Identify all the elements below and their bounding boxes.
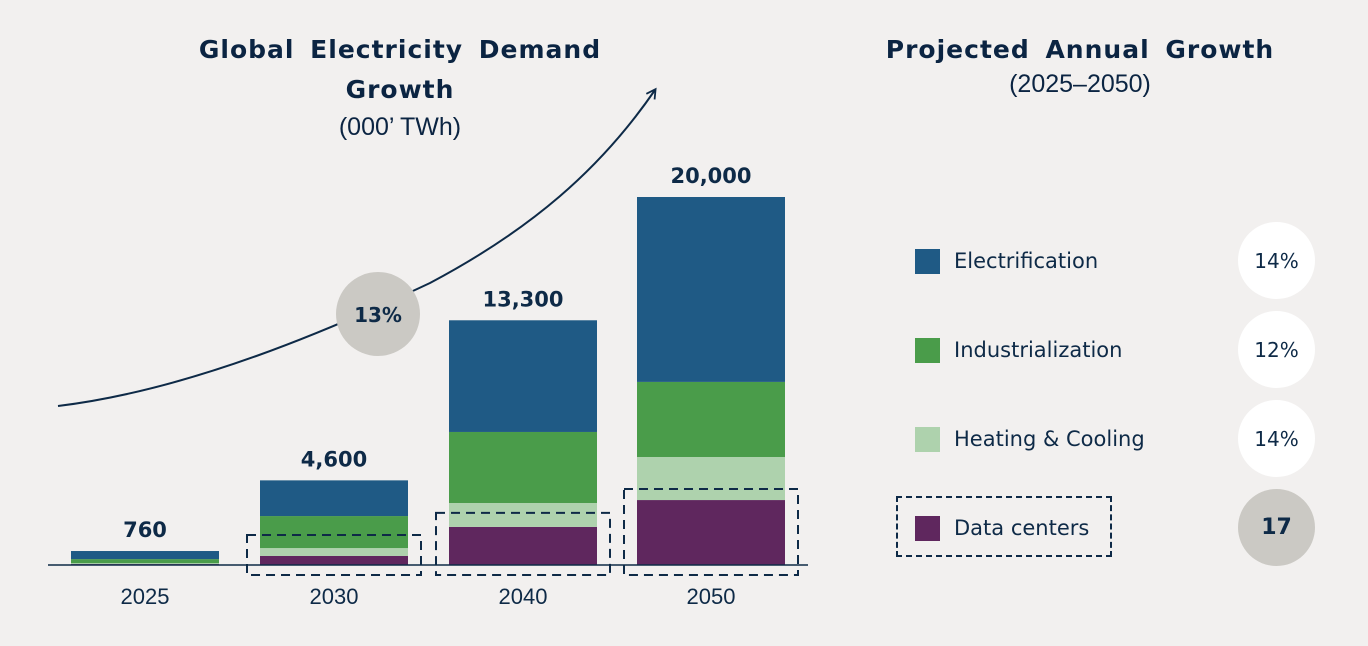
chart-subtitle: (000’ TWh): [338, 113, 462, 141]
legend-swatch-electrification: [915, 248, 940, 274]
bar-segment-electrification-2050: [637, 197, 785, 382]
bar-segment-data-centers-2050: [637, 500, 785, 565]
legend-label: Heating & Cooling: [954, 427, 1145, 451]
growth-rate-data-centers: 17: [1238, 489, 1315, 566]
data-centers-highlight-2030: [246, 533, 422, 577]
growth-panel-title: Projected Annual Growth: [885, 35, 1275, 64]
total-label-2050: 20,000: [670, 164, 751, 188]
bar-segment-heating-cooling-2025: [71, 563, 219, 565]
cagr-label: 13%: [354, 303, 402, 327]
data-centers-highlight-box: [896, 496, 1112, 557]
x-tick-label-2050: 2050: [687, 584, 736, 609]
legend-item-industrialization: Industrialization: [915, 335, 1122, 365]
bar-segment-heating-cooling-2050: [637, 456, 785, 501]
bar-segment-industrialization-2050: [637, 381, 785, 457]
data-centers-highlight-2040: [435, 511, 611, 576]
growth-rate-heating-cooling: 14%: [1238, 400, 1315, 477]
bar-segment-industrialization-2025: [71, 559, 219, 564]
bar-segment-industrialization-2030: [260, 516, 408, 549]
bar-segment-heating-cooling-2040: [449, 502, 597, 527]
growth-rate-industrialization: 12%: [1238, 311, 1315, 388]
bar-segment-data-centers-2040: [449, 526, 597, 565]
legend-swatch-data-centers: [915, 515, 940, 541]
bar-segment-heating-cooling-2030: [260, 548, 408, 556]
growth-panel-subtitle: (2025–2050): [1009, 70, 1151, 98]
cagr-circle: [336, 272, 420, 356]
bar-segment-electrification-2040: [449, 320, 597, 432]
bar-segment-industrialization-2040: [449, 431, 597, 503]
bar-segment-data-centers-2030: [260, 555, 408, 565]
growth-rate-electrification: 14%: [1238, 222, 1315, 299]
legend-swatch-industrialization: [915, 337, 940, 363]
x-tick-label-2040: 2040: [499, 584, 548, 609]
bar-segment-electrification-2025: [71, 551, 219, 560]
legend-item-electrification: Electrification: [915, 246, 1098, 276]
legend-item-heating-cooling: Heating & Cooling: [915, 424, 1145, 454]
data-centers-highlight-2050: [623, 488, 799, 577]
legend-label: Electrification: [954, 249, 1099, 273]
legend-label: Data centers: [954, 516, 1090, 540]
x-tick-label-2030: 2030: [310, 584, 359, 609]
x-tick-label-2025: 2025: [121, 584, 170, 609]
total-label-2030: 4,600: [301, 447, 367, 471]
legend-swatch-heating-cooling: [915, 426, 940, 452]
legend-label: Industrialization: [954, 338, 1123, 362]
legend-item-data-centers: Data centers: [915, 513, 1089, 543]
total-label-2025: 760: [123, 518, 167, 542]
total-label-2040: 13,300: [482, 287, 563, 311]
chart-title: Global Electricity Demand Growth: [198, 35, 602, 104]
growth-arrow: [57, 87, 657, 407]
bar-segment-electrification-2030: [260, 480, 408, 517]
